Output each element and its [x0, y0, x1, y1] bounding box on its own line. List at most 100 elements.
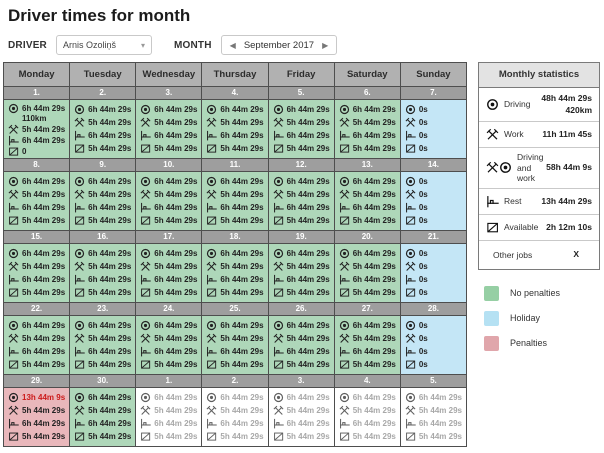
cell-value: 0s	[418, 321, 428, 330]
day-cell[interactable]: 6h 44m 29s 5h 44m 29s 6h 44m 29s 5h 44m 29s	[2, 315, 71, 375]
available-icon	[140, 143, 151, 154]
work-icon	[273, 405, 284, 416]
cell-value: 6h 44m 29s	[352, 275, 396, 284]
day-cell[interactable]: 6h 44m 29s 5h 44m 29s 6h 44m 29s 5h 44m 29s	[267, 171, 335, 231]
day-cell[interactable]: 0s 0s 0s 0s	[399, 171, 468, 231]
rest-icon	[273, 274, 284, 285]
day-cell-rows: 6h 44m 29s 5h 44m 29s 6h 44m 29s 5h 44m 29s	[269, 388, 334, 443]
stats-header: Monthly statistics	[479, 63, 599, 88]
day-cell[interactable]: 6h 44m 29s 5h 44m 29s 6h 44m 29s 5h 44m 29s	[201, 315, 269, 375]
day-cell[interactable]: 6h 44m 29s 5h 44m 29s 6h 44m 29s 5h 44m 29s	[135, 387, 203, 447]
day-cell[interactable]: 6h 44m 29s 5h 44m 29s 6h 44m 29s 5h 44m 29s	[69, 387, 137, 447]
day-cell[interactable]: 6h 44m 29s 5h 44m 29s 6h 44m 29s 5h 44m 29s	[135, 171, 203, 231]
tacho-row-driving: 6h 44m 29s	[339, 319, 400, 332]
cell-value: 5h 44m 29s	[88, 262, 132, 271]
next-month-icon[interactable]: ▶	[322, 40, 329, 50]
day-cell[interactable]: 6h 44m 29s 5h 44m 29s 6h 44m 29s 5h 44m 29s	[69, 171, 137, 231]
rest-icon	[140, 418, 152, 429]
day-cell[interactable]: 6h 44m 29s 5h 44m 29s 6h 44m 29s 5h 44m 29s	[267, 243, 335, 303]
day-cell[interactable]: 6h 44m 29s 5h 44m 29s 6h 44m 29s 5h 44m 29s	[135, 99, 203, 159]
tacho-row-rest: 6h 44m 29s	[339, 129, 400, 142]
day-cell[interactable]: 13h 44m 9s 5h 44m 29s 6h 44m 29s 5h 44m 29s	[2, 387, 71, 447]
day-header-wednesday: Wednesday	[135, 62, 203, 87]
day-cell[interactable]: 6h 44m 29s 5h 44m 29s 6h 44m 29s 5h 44m 29s	[267, 99, 335, 159]
day-cell[interactable]: 6h 44m 29s 5h 44m 29s 6h 44m 29s 5h 44m 29s	[201, 99, 269, 159]
cell-value: 6h 44m 29s	[286, 105, 330, 114]
day-cell[interactable]: 6h 44m 29s 5h 44m 29s 6h 44m 29s 5h 44m 29s	[267, 315, 335, 375]
day-cell[interactable]: 6h 44m 29s 5h 44m 29s 6h 44m 29s 5h 44m 29s	[333, 171, 401, 231]
day-cell[interactable]: 6h 44m 29s 5h 44m 29s 6h 44m 29s 5h 44m 29s	[201, 171, 269, 231]
cell-value: 0s	[418, 262, 428, 271]
cell-value: 5h 44m 29s	[154, 406, 198, 415]
month-picker[interactable]: ◀ September 2017 ▶	[220, 35, 338, 55]
day-cell[interactable]: 6h 44m 29s 5h 44m 29s 6h 44m 29s 5h 44m 29s	[333, 387, 401, 447]
day-cell[interactable]: 0s 0s 0s 0s	[399, 243, 468, 303]
day-cell[interactable]: 6h 44m 29s 5h 44m 29s 6h 44m 29s 5h 44m 29s	[2, 171, 71, 231]
day-cell[interactable]: 6h 44m 29s 5h 44m 29s 6h 44m 29s 5h 44m 29s	[135, 315, 203, 375]
cell-value: 5h 44m 29s	[286, 144, 330, 153]
rest-icon	[405, 346, 416, 357]
tacho-row-available: 5h 44m 29s	[273, 286, 334, 299]
tacho-row-rest: 6h 44m 29s	[140, 201, 201, 214]
driving-icon	[405, 176, 416, 187]
available-icon	[339, 431, 350, 442]
tacho-row-driving: 6h 44m 29s	[339, 175, 400, 188]
day-cell[interactable]: 6h 44m 29s 5h 44m 29s 6h 44m 29s 5h 44m 29s	[2, 243, 71, 303]
day-cell[interactable]: 0s 0s 0s 0s	[399, 99, 468, 159]
tacho-row-driving: 6h 44m 29s	[74, 319, 135, 332]
work-icon	[140, 189, 151, 200]
cell-value: 5h 44m 29s	[286, 118, 330, 127]
cell-value: 0s	[418, 144, 428, 153]
driver-select[interactable]: Arnis Ozoliņš ▾	[55, 35, 152, 55]
driving-icon	[8, 103, 19, 114]
stat-label-rest: Rest	[504, 196, 522, 207]
rest-icon	[74, 274, 85, 285]
cell-value: 6h 44m 29s	[88, 419, 132, 428]
tacho-row-rest: 6h 44m 29s	[140, 345, 201, 358]
day-cell[interactable]: 6h 44m 29s 5h 44m 29s 6h 44m 29s 5h 44m 29s	[333, 99, 401, 159]
day-cell[interactable]: 6h 44m 29s 5h 44m 29s 6h 44m 29s 5h 44m 29s	[399, 387, 468, 447]
stat-value-driving-and-work: 58h 44m 9s	[546, 162, 592, 173]
cell-value: 5h 44m 29s	[220, 190, 264, 199]
month-label: MONTH	[173, 39, 212, 51]
tacho-row-rest: 6h 44m 29s	[273, 417, 334, 430]
stat-value-rest: 13h 44m 29s	[541, 196, 592, 207]
rest-icon	[140, 274, 152, 285]
day-cell[interactable]: 6h 44m 29s 5h 44m 29s 6h 44m 29s 5h 44m 29s	[267, 387, 335, 447]
driving-icon	[206, 248, 217, 259]
day-cell[interactable]: 0s 0s 0s 0s	[399, 315, 468, 375]
cell-value: 0s	[418, 190, 428, 199]
day-cell-rows: 6h 44m 29s 5h 44m 29s 6h 44m 29s 5h 44m 29s	[269, 316, 334, 371]
work-icon	[74, 261, 85, 272]
tacho-row-work: 5h 44m 29s	[273, 332, 334, 345]
day-cell[interactable]: 6h 44m 29s 5h 44m 29s 6h 44m 29s 5h 44m 29s	[69, 243, 137, 303]
day-cell[interactable]: 6h 44m 29s 5h 44m 29s 6h 44m 29s 5h 44m 29s	[201, 243, 269, 303]
right-panel: Monthly statistics Driving 48h 44m 29s 420…	[478, 62, 600, 447]
day-cell[interactable]: 6h 44m 29s 110km 5h 44m 29s 6h 44m 29s 0	[2, 99, 71, 159]
day-cell[interactable]: 6h 44m 29s 5h 44m 29s 6h 44m 29s 5h 44m 29s	[333, 243, 401, 303]
tacho-row-rest: 6h 44m 29s	[206, 201, 267, 214]
day-cell-rows: 13h 44m 9s 5h 44m 29s 6h 44m 29s 5h 44m 29s	[4, 388, 69, 443]
tacho-row-driving: 0s	[405, 319, 466, 332]
day-header-saturday: Saturday	[333, 62, 401, 87]
stat-row-driving: Driving 48h 44m 29s 420km	[479, 88, 599, 122]
cell-extra-value: 110km	[22, 114, 47, 123]
day-cell[interactable]: 6h 44m 29s 5h 44m 29s 6h 44m 29s 5h 44m 29s	[69, 99, 137, 159]
day-number: 3.	[267, 374, 335, 388]
tacho-row-available: 5h 44m 29s	[8, 214, 69, 227]
prev-month-icon[interactable]: ◀	[229, 40, 236, 50]
cell-value: 6h 44m 29s	[22, 249, 66, 258]
available-icon	[206, 359, 217, 370]
tacho-row-driving: 6h 44m 29s	[74, 175, 135, 188]
rest-icon	[273, 418, 284, 429]
tacho-row-driving: 0s	[405, 247, 466, 260]
day-cell[interactable]: 6h 44m 29s 5h 44m 29s 6h 44m 29s 5h 44m 29s	[135, 243, 203, 303]
driving-icon	[140, 248, 151, 259]
day-number: 25.	[201, 302, 269, 316]
day-cell-rows: 6h 44m 29s 110km 5h 44m 29s 6h 44m 29s 0	[4, 100, 69, 157]
work-icon	[206, 261, 217, 272]
day-cell[interactable]: 6h 44m 29s 5h 44m 29s 6h 44m 29s 5h 44m 29s	[201, 387, 269, 447]
day-cell[interactable]: 6h 44m 29s 5h 44m 29s 6h 44m 29s 5h 44m 29s	[333, 315, 401, 375]
day-cell[interactable]: 6h 44m 29s 5h 44m 29s 6h 44m 29s 5h 44m 29s	[69, 315, 137, 375]
available-icon	[405, 359, 416, 370]
